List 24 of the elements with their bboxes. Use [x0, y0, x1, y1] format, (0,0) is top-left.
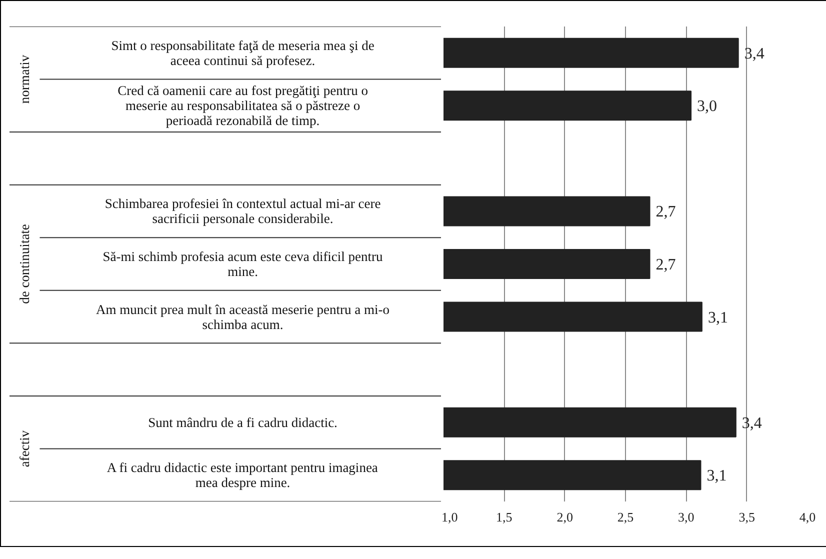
- y-tick-label: Să-mi schimb profesia acum este ceva dificil pentru mine.: [102, 249, 384, 279]
- x-tick-label: 4,0: [799, 510, 816, 524]
- x-tick-label: 3,0: [678, 510, 694, 524]
- data-label: 3,4: [744, 45, 764, 62]
- x-tick-label: 2,5: [617, 510, 634, 524]
- x-tick-label: 2,0: [556, 510, 573, 524]
- data-label: 2,7: [656, 256, 676, 274]
- data-label: 3,1: [706, 468, 727, 485]
- data-label: 2,7: [656, 204, 676, 221]
- y-tick-label: A fi cadru didactic este important pentru imaginea mea despre mine.: [106, 460, 378, 490]
- y-tick-label: Cred că oamenii care au fost pregătiţi pentru o meserie au responsabilitatea să o păstreze o perioadă rezonabilă de timp.: [118, 83, 368, 128]
- x-tick-label: 1,5: [496, 510, 512, 524]
- text: afectiv: [17, 430, 32, 468]
- data-label: 3,1: [708, 309, 728, 326]
- text: normativ: [17, 54, 32, 104]
- text: de continuitate: [17, 224, 32, 304]
- x-tick-label: 3,5: [738, 510, 755, 524]
- data-label: 3,4: [742, 414, 762, 432]
- y-tick-label: Sunt mândru de a fi cadru didactic.: [148, 414, 338, 430]
- y-tick-label: Am muncit prea mult în această meserie pentru a mi-o schimba acum.: [96, 302, 390, 332]
- x-tick-label: 1,0: [442, 510, 458, 524]
- y-tick-label: Schimbarea profesiei în contextul actual mi-ar cere sacrificii personale considerabile.: [104, 196, 381, 226]
- data-label: 3,0: [697, 98, 718, 116]
- y-tick-label: Simt o responsabilitate faţă de meseria mea şi de aceea continui să profesez.: [111, 38, 374, 68]
